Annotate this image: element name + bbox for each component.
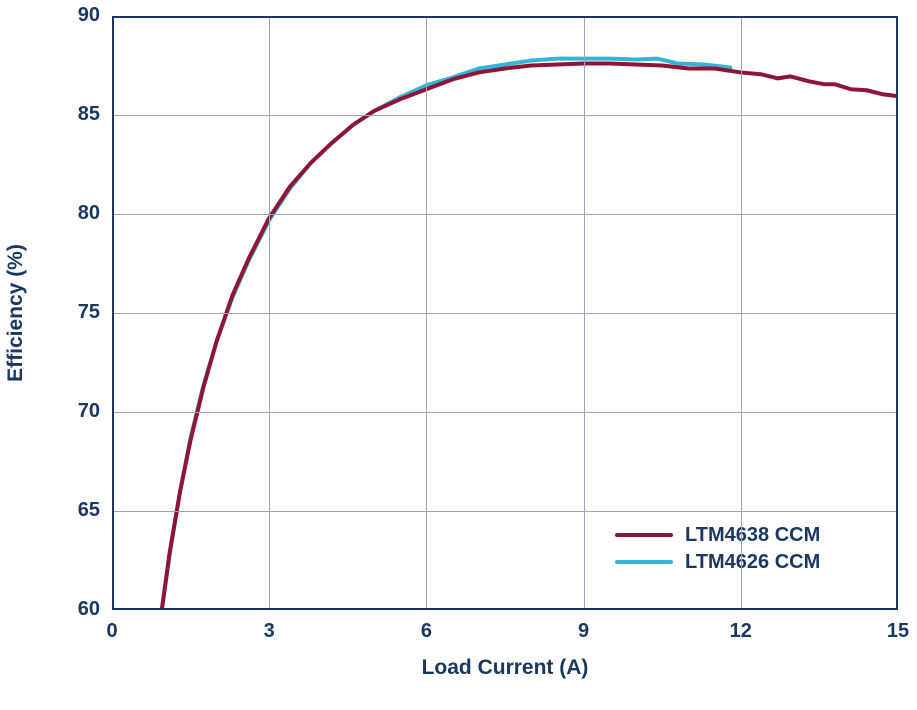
y-tick-label: 60: [78, 598, 100, 621]
legend-swatch: [615, 560, 673, 564]
y-tick-label: 75: [78, 301, 100, 324]
data-lines: [0, 0, 917, 710]
legend-label: LTM4638 CCM: [685, 524, 820, 547]
legend-swatch: [615, 533, 673, 537]
x-tick-label: 9: [564, 620, 604, 643]
x-tick-label: 15: [878, 620, 917, 643]
x-tick-label: 6: [406, 620, 446, 643]
legend: LTM4638 CCM LTM4626 CCM: [615, 524, 820, 578]
x-axis-label: Load Current (A): [405, 656, 605, 680]
y-axis-label: Efficiency (%): [4, 244, 28, 382]
grid-line-horizontal: [114, 214, 896, 215]
legend-item: LTM4638 CCM: [615, 524, 820, 547]
y-tick-label: 85: [78, 103, 100, 126]
efficiency-chart: Load Current (A) Efficiency (%) LTM4638 …: [0, 0, 917, 710]
grid-line-horizontal: [114, 511, 896, 512]
y-tick-label: 90: [78, 4, 100, 27]
x-tick-label: 0: [92, 620, 132, 643]
legend-item: LTM4626 CCM: [615, 551, 820, 574]
y-tick-label: 70: [78, 400, 100, 423]
grid-line-horizontal: [114, 412, 896, 413]
x-tick-label: 3: [249, 620, 289, 643]
legend-label: LTM4626 CCM: [685, 551, 820, 574]
y-tick-label: 80: [78, 202, 100, 225]
y-tick-label: 65: [78, 499, 100, 522]
grid-line-horizontal: [114, 115, 896, 116]
grid-line-horizontal: [114, 313, 896, 314]
x-tick-label: 12: [721, 620, 761, 643]
